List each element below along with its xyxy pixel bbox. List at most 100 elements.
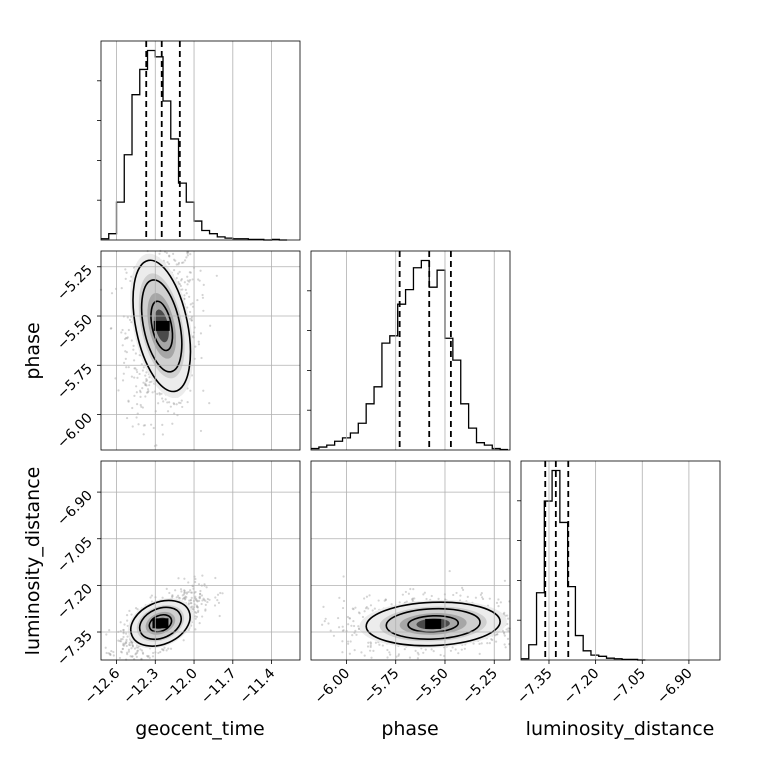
scatter-point xyxy=(161,433,164,436)
scatter-point xyxy=(121,379,125,382)
histogram-bar xyxy=(202,231,210,240)
scatter-point xyxy=(175,403,178,406)
scatter-point xyxy=(123,623,126,626)
panel-grid xyxy=(311,461,510,660)
scatter-point xyxy=(131,655,134,658)
scatter-point xyxy=(200,356,203,360)
scatter-point xyxy=(196,298,199,302)
scatter-point xyxy=(194,597,197,600)
scatter-point xyxy=(120,651,124,654)
histogram-bar xyxy=(186,202,194,240)
scatter-point xyxy=(389,653,392,656)
contour-line xyxy=(140,279,183,373)
scatter-point xyxy=(166,401,169,404)
scatter-point xyxy=(135,655,138,658)
scatter-point xyxy=(208,598,211,601)
scatter-point xyxy=(128,318,132,321)
x-tick-label: −5.25 xyxy=(459,666,501,708)
scatter-point xyxy=(200,602,203,606)
scatter-point xyxy=(355,633,358,636)
histogram-bar xyxy=(537,593,545,660)
scatter-point xyxy=(122,635,125,639)
scatter-point xyxy=(121,638,124,641)
scatter-point xyxy=(138,389,142,392)
scatter-point xyxy=(155,444,158,447)
panel-frame xyxy=(310,250,511,451)
scatter-point xyxy=(122,644,126,647)
scatter-point xyxy=(182,261,185,264)
histogram-bar xyxy=(124,155,132,240)
scatter-point xyxy=(490,638,493,641)
scatter-point xyxy=(185,591,189,594)
panel-frame xyxy=(310,460,511,661)
scatter-point xyxy=(329,629,332,632)
scatter-point xyxy=(122,643,125,647)
scatter-point xyxy=(158,252,161,255)
x-tick-label: −7.35 xyxy=(514,666,556,708)
scatter-point xyxy=(195,598,198,601)
scatter-point xyxy=(397,653,401,656)
scatter-point xyxy=(136,650,139,653)
scatter-point xyxy=(497,605,500,608)
scatter-point xyxy=(167,262,171,265)
scatter-point xyxy=(146,655,150,658)
scatter-point xyxy=(127,399,130,402)
scatter-point xyxy=(196,600,199,603)
scatter-point xyxy=(171,595,174,598)
scatter-point xyxy=(347,623,350,626)
scatter-point xyxy=(370,656,373,659)
scatter-point xyxy=(139,648,142,651)
scatter-point xyxy=(413,597,416,600)
scatter-point xyxy=(123,643,126,646)
scatter-point xyxy=(189,599,193,602)
scatter-point xyxy=(152,426,155,430)
contour-line xyxy=(365,601,501,647)
scatter-point xyxy=(191,302,194,305)
scatter-point xyxy=(142,433,145,436)
scatter-point xyxy=(183,596,186,600)
scatter-point xyxy=(183,259,187,262)
scatter-point xyxy=(117,389,120,392)
density-panel-geocent_time-phase xyxy=(99,249,218,448)
scatter-point xyxy=(125,366,128,369)
scatter-point xyxy=(368,594,371,597)
scatter-point xyxy=(191,278,194,281)
scatter-point xyxy=(124,350,127,353)
scatter-point xyxy=(221,592,224,595)
scatter-point xyxy=(130,339,133,342)
scatter-point xyxy=(121,647,124,651)
scatter-point xyxy=(503,643,506,646)
scatter-point xyxy=(349,640,352,643)
scatter-point xyxy=(162,649,165,652)
x-axis-title-phase: phase xyxy=(381,718,438,740)
scatter-point xyxy=(172,252,175,255)
scatter-point xyxy=(198,595,202,598)
scatter-point xyxy=(405,600,408,603)
scatter-point xyxy=(109,653,112,656)
scatter-point xyxy=(215,274,218,277)
scatter-point xyxy=(121,328,124,332)
y-tick-label: −5.50 xyxy=(54,312,96,354)
scatter-point xyxy=(152,651,155,655)
scatter-point xyxy=(503,579,507,582)
scatter-point xyxy=(414,649,417,652)
x-tick-label: −5.75 xyxy=(361,666,403,708)
scatter-point xyxy=(416,651,419,654)
scatter-point xyxy=(150,380,153,383)
scatter-point xyxy=(126,635,129,638)
scatter-point xyxy=(358,612,361,615)
contour-line xyxy=(148,613,173,633)
scatter-point xyxy=(403,648,406,651)
panel-grid xyxy=(116,41,272,240)
scatter-point xyxy=(146,654,149,658)
scatter-point xyxy=(460,648,463,651)
scatter-point xyxy=(136,608,139,611)
scatter-point xyxy=(185,256,188,259)
scatter-point xyxy=(124,641,128,645)
scatter-point xyxy=(369,644,372,647)
scatter-point xyxy=(105,633,108,636)
histogram-phase xyxy=(311,251,509,451)
scatter-point xyxy=(494,640,498,643)
scatter-point xyxy=(125,632,128,635)
scatter-point xyxy=(216,593,220,596)
